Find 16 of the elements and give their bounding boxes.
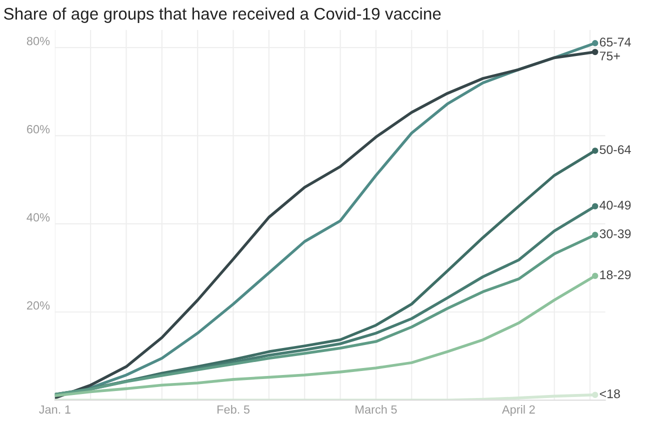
series-label: 30-39 (600, 229, 631, 238)
y-tick-label: 20% (27, 301, 50, 310)
y-tick-label: 80% (26, 36, 50, 46)
series-label: 40-49 (600, 200, 631, 210)
x-tick-label: March 5 (356, 405, 397, 414)
x-tick-label: Feb. 5 (218, 405, 250, 414)
y-tick-label: 60% (27, 125, 50, 134)
chart-title: Share of age groups that have received a Covid-19 vaccine (4, 7, 441, 23)
series-label: <18 (600, 389, 620, 398)
series-label: 18-29 (600, 270, 631, 280)
series-label: 75+ (600, 52, 620, 60)
y-tick-label: 40% (26, 213, 50, 222)
series-label: 65-74 (600, 38, 631, 47)
series-label: 50-64 (600, 145, 631, 154)
x-tick-label: Jan. 1 (39, 405, 70, 414)
x-tick-label: April 2 (502, 405, 535, 416)
